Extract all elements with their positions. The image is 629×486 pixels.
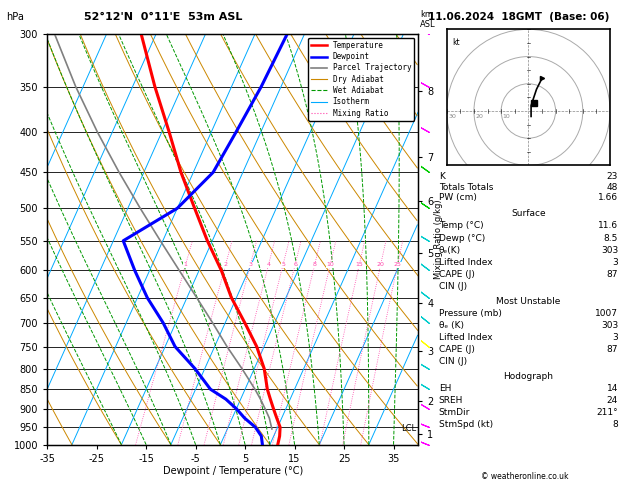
Text: 3: 3 — [248, 262, 252, 267]
Text: Pressure (mb): Pressure (mb) — [438, 309, 501, 318]
Text: 23: 23 — [607, 172, 618, 181]
Text: 11.6: 11.6 — [598, 222, 618, 230]
Text: SREH: SREH — [438, 396, 463, 404]
Text: K: K — [438, 172, 445, 181]
Text: Surface: Surface — [511, 209, 546, 218]
Legend: Temperature, Dewpoint, Parcel Trajectory, Dry Adiabat, Wet Adiabat, Isotherm, Mi: Temperature, Dewpoint, Parcel Trajectory… — [308, 38, 415, 121]
Text: 6: 6 — [293, 262, 297, 267]
Text: 2: 2 — [223, 262, 228, 267]
Text: 8.5: 8.5 — [604, 234, 618, 243]
Text: 4: 4 — [267, 262, 270, 267]
Text: 303: 303 — [601, 246, 618, 255]
Text: LCL: LCL — [401, 424, 416, 434]
Text: StmDir: StmDir — [438, 408, 470, 417]
Text: 52°12'N  0°11'E  53m ASL: 52°12'N 0°11'E 53m ASL — [84, 12, 243, 22]
Text: Hodograph: Hodograph — [503, 372, 554, 381]
Text: 25: 25 — [394, 262, 401, 267]
Text: 1007: 1007 — [595, 309, 618, 318]
Text: θₑ (K): θₑ (K) — [438, 321, 464, 330]
Text: 10: 10 — [503, 114, 510, 119]
Text: 211°: 211° — [596, 408, 618, 417]
Text: 1: 1 — [184, 262, 187, 267]
Text: Lifted Index: Lifted Index — [438, 258, 493, 267]
Text: Totals Totals: Totals Totals — [438, 183, 493, 191]
Text: 20: 20 — [476, 114, 483, 119]
Text: Dewp (°C): Dewp (°C) — [438, 234, 485, 243]
Text: 3: 3 — [612, 258, 618, 267]
Text: 1.66: 1.66 — [598, 193, 618, 202]
Text: 8: 8 — [612, 419, 618, 429]
Text: Lifted Index: Lifted Index — [438, 333, 493, 342]
Text: 15: 15 — [355, 262, 363, 267]
X-axis label: Dewpoint / Temperature (°C): Dewpoint / Temperature (°C) — [163, 467, 303, 476]
Text: 87: 87 — [606, 345, 618, 354]
Text: Temp (°C): Temp (°C) — [438, 222, 483, 230]
Text: 10: 10 — [326, 262, 334, 267]
Text: CIN (J): CIN (J) — [438, 357, 467, 366]
Text: 11.06.2024  18GMT  (Base: 06): 11.06.2024 18GMT (Base: 06) — [428, 12, 609, 22]
Text: 14: 14 — [607, 383, 618, 393]
Text: CAPE (J): CAPE (J) — [438, 270, 474, 279]
Text: km
ASL: km ASL — [420, 10, 436, 29]
Text: 87: 87 — [606, 270, 618, 279]
Text: kt: kt — [452, 37, 460, 47]
Text: hPa: hPa — [6, 12, 24, 22]
Text: © weatheronline.co.uk: © weatheronline.co.uk — [481, 472, 569, 481]
Text: 30: 30 — [448, 114, 456, 119]
Text: 3: 3 — [612, 333, 618, 342]
Text: 8: 8 — [313, 262, 316, 267]
Text: StmSpd (kt): StmSpd (kt) — [438, 419, 493, 429]
Text: CAPE (J): CAPE (J) — [438, 345, 474, 354]
Text: θₑ(K): θₑ(K) — [438, 246, 461, 255]
Text: Mixing Ratio (g/kg): Mixing Ratio (g/kg) — [434, 200, 443, 279]
Text: 5: 5 — [281, 262, 285, 267]
Text: Most Unstable: Most Unstable — [496, 296, 560, 306]
Text: 20: 20 — [377, 262, 384, 267]
Text: CIN (J): CIN (J) — [438, 282, 467, 291]
Text: PW (cm): PW (cm) — [438, 193, 477, 202]
Text: 24: 24 — [607, 396, 618, 404]
Text: EH: EH — [438, 383, 451, 393]
Text: 303: 303 — [601, 321, 618, 330]
Text: 48: 48 — [607, 183, 618, 191]
